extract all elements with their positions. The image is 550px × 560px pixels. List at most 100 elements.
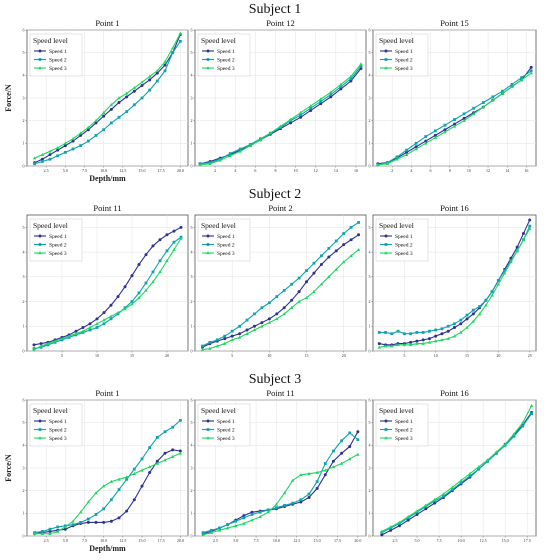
- y-tick-label: 4: [369, 443, 371, 448]
- data-point-speed-2: [446, 324, 450, 328]
- data-point-speed-3: [67, 334, 71, 338]
- data-point-speed-3: [359, 62, 363, 66]
- legend-marker-speed-1: [38, 234, 42, 238]
- x-tick-label: 17.5: [334, 538, 341, 543]
- data-point-speed-2: [339, 85, 343, 89]
- x-tick-label: 4: [234, 168, 236, 173]
- data-point-speed-1: [307, 495, 311, 499]
- legend-label-speed-1: Speed 1: [217, 419, 235, 425]
- x-tick-label: 5.0: [415, 538, 420, 543]
- panel-title: Point 1: [95, 18, 119, 28]
- data-point-speed-3: [40, 531, 45, 536]
- data-point-speed-3: [468, 471, 472, 475]
- data-point-speed-3: [163, 59, 167, 64]
- data-point-speed-3: [32, 531, 37, 536]
- legend-label-speed-2: Speed 2: [395, 58, 413, 64]
- data-point-speed-1: [130, 274, 134, 278]
- data-point-speed-3: [397, 520, 402, 524]
- legend-label-speed-3: Speed 3: [395, 66, 413, 72]
- data-point-speed-3: [319, 282, 324, 286]
- data-point-speed-1: [32, 343, 36, 347]
- data-point-speed-3: [298, 110, 303, 115]
- x-tick-label: 7.5: [82, 538, 87, 543]
- legend-label-speed-2: Speed 2: [217, 58, 235, 64]
- y-tick-label: 1: [191, 511, 193, 516]
- panel-title: Point 16: [440, 388, 469, 398]
- data-point-speed-3: [308, 104, 313, 108]
- data-point-speed-3: [465, 325, 469, 329]
- data-point-speed-2: [238, 324, 242, 328]
- x-tick-label: 2: [214, 168, 216, 173]
- y-tick-label: 3: [191, 95, 193, 100]
- data-point-speed-2: [477, 467, 481, 471]
- x-tick-label: 5.0: [63, 538, 68, 543]
- legend-marker-speed-2: [38, 58, 42, 61]
- data-point-speed-2: [171, 51, 175, 55]
- data-point-speed-1: [309, 108, 313, 112]
- chart-panel-7: 2.5 5.0 7.5 10.0 12.5 15.0 17.5 20.0 0 1 2 3 4 5 6 Poin…: [4, 388, 189, 553]
- data-point-speed-1: [299, 115, 303, 119]
- data-point-speed-3: [237, 335, 242, 339]
- data-point-speed-3: [414, 147, 418, 151]
- legend-label-speed-3: Speed 3: [217, 436, 235, 442]
- data-point-speed-3: [424, 141, 428, 145]
- data-point-speed-3: [509, 260, 513, 264]
- data-point-speed-1: [81, 326, 85, 330]
- data-point-speed-1: [331, 459, 335, 463]
- data-point-speed-3: [529, 71, 533, 75]
- x-tick-label: 17.5: [158, 538, 165, 543]
- x-tick-label: 20.0: [354, 538, 361, 543]
- data-point-speed-1: [315, 486, 319, 490]
- y-tick-label: 2: [369, 299, 371, 304]
- data-point-speed-3: [144, 288, 148, 292]
- panel-title: Point 16: [440, 203, 469, 213]
- data-point-speed-3: [377, 345, 381, 349]
- y-tick-label: 5: [191, 225, 193, 230]
- data-point-speed-1: [529, 65, 533, 69]
- data-point-speed-3: [140, 468, 144, 472]
- data-point-speed-1: [88, 322, 92, 326]
- data-point-speed-3: [450, 485, 454, 489]
- data-point-speed-2: [319, 100, 323, 103]
- data-point-speed-1: [415, 339, 419, 343]
- data-point-speed-3: [433, 135, 438, 139]
- data-point-speed-3: [218, 158, 222, 162]
- data-point-speed-3: [503, 442, 507, 446]
- x-tick-label: 16: [354, 168, 358, 173]
- x-tick-label: 15: [465, 353, 469, 358]
- data-point-speed-3: [178, 31, 183, 35]
- legend-marker-speed-2: [38, 428, 42, 431]
- data-point-speed-3: [147, 465, 152, 469]
- data-point-speed-1: [297, 290, 301, 294]
- data-point-speed-3: [32, 156, 37, 160]
- x-tick-label: 17.5: [524, 538, 531, 543]
- legend-marker-speed-3: [38, 436, 42, 440]
- legend-marker-speed-1: [38, 419, 42, 423]
- data-point-speed-3: [53, 339, 57, 343]
- legend-title: Speed level: [379, 221, 414, 230]
- data-point-speed-3: [60, 336, 64, 340]
- data-point-speed-3: [496, 282, 501, 286]
- data-point-speed-1: [109, 519, 113, 523]
- x-tick-label: 5.0: [233, 538, 238, 543]
- data-point-speed-3: [94, 118, 98, 122]
- x-tick-label: 20.0: [177, 168, 184, 173]
- data-point-speed-1: [528, 218, 532, 222]
- chart-panel-8: 2.5 5.0 7.5 10.0 12.5 15.0 17.5 20.0 0 1 2 3 4 5 6 Poin…: [191, 388, 367, 543]
- data-point-speed-2: [384, 331, 387, 334]
- y-tick-label: 3: [23, 95, 25, 100]
- data-point-speed-2: [402, 332, 406, 336]
- data-point-speed-1: [178, 449, 182, 453]
- data-point-speed-3: [494, 450, 499, 454]
- data-point-speed-3: [459, 478, 463, 482]
- x-tick-label: 5: [231, 353, 233, 358]
- data-point-speed-3: [349, 254, 353, 258]
- data-point-speed-3: [395, 157, 399, 161]
- data-point-speed-1: [155, 459, 159, 463]
- data-point-speed-1: [48, 529, 52, 533]
- data-point-speed-1: [357, 233, 361, 237]
- data-point-speed-3: [124, 91, 129, 95]
- x-tick-label: 7.5: [82, 168, 87, 173]
- data-point-speed-2: [428, 329, 431, 333]
- data-point-speed-1: [405, 150, 409, 154]
